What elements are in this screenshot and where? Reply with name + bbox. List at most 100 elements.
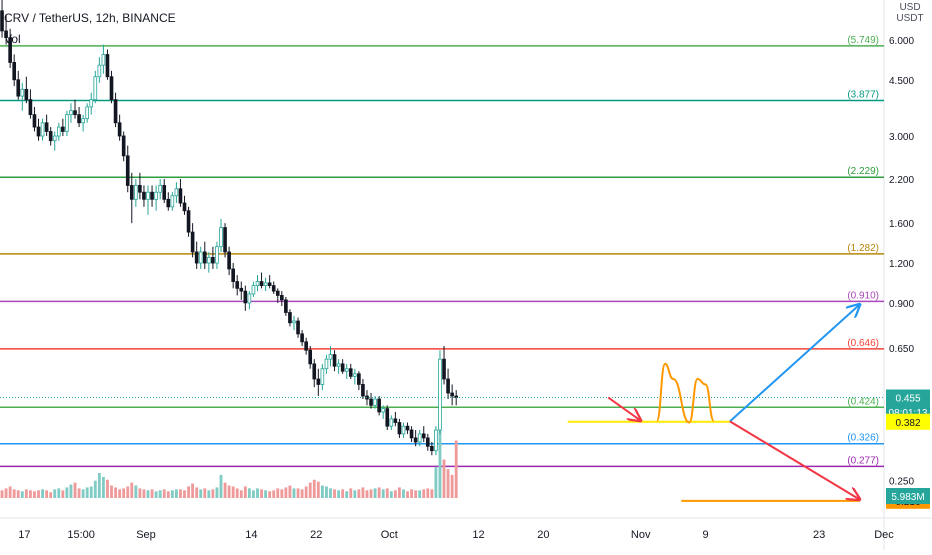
volume-badge: 5.983M — [886, 488, 930, 504]
volume-bar — [385, 488, 389, 498]
volume-bar — [174, 489, 178, 498]
volume-bar — [308, 482, 312, 498]
candle-body — [450, 392, 454, 397]
candle-body — [8, 37, 12, 63]
volume-bar — [296, 488, 300, 498]
x-tick-label: Sep — [136, 529, 156, 541]
volume-bar — [264, 490, 268, 498]
candle-body — [401, 425, 406, 435]
volume-bar — [434, 467, 438, 498]
candle-body — [352, 373, 357, 377]
volume-bar — [154, 491, 158, 498]
candle-body — [40, 122, 45, 137]
volume-bar — [414, 490, 418, 498]
candle-body — [296, 320, 300, 335]
volume-bar — [454, 440, 458, 498]
candle-body — [385, 408, 390, 427]
volume-bar — [97, 473, 101, 498]
candle-body — [20, 88, 25, 97]
candle-body — [81, 118, 85, 124]
x-tick-label: 14 — [245, 529, 257, 541]
candle-body — [166, 198, 171, 208]
volume-bar — [389, 491, 393, 498]
candle-body — [235, 281, 240, 289]
volume-bar — [410, 489, 414, 498]
candle-body — [324, 358, 329, 370]
volume-bar — [183, 490, 186, 498]
x-tick-label: 15:00 — [67, 529, 95, 541]
candle-body — [442, 358, 446, 380]
volume-bar — [442, 459, 446, 498]
price-badge: 0.455 — [886, 389, 930, 406]
y-tick-label: 0.650 — [889, 344, 914, 355]
candle-body — [304, 341, 308, 351]
volume-bar — [247, 488, 251, 498]
candle-body — [113, 99, 118, 124]
y-tick-label: 4.500 — [889, 76, 914, 87]
fib-level-label: (0.326) — [847, 433, 879, 444]
candle-body — [405, 425, 410, 431]
candle-body — [393, 418, 398, 423]
candle-body — [65, 114, 69, 132]
volume-bar — [381, 489, 385, 498]
candle-body — [397, 422, 402, 435]
candle-body — [61, 126, 65, 132]
volume-bar — [365, 490, 369, 498]
volume-badge-bg — [886, 488, 930, 504]
candle-body — [336, 363, 341, 367]
volume-bar — [110, 485, 113, 498]
volume-bar — [329, 488, 332, 498]
volume-bar — [207, 490, 211, 498]
volume-bar — [450, 474, 454, 498]
volume-bar — [260, 489, 263, 498]
volume-bar — [353, 490, 357, 498]
candle-body — [231, 268, 235, 282]
volume-bar — [300, 489, 304, 498]
volume-bar — [162, 489, 166, 498]
candle-body — [316, 378, 321, 385]
price-badge: 0.382 — [886, 413, 930, 430]
candle-body — [243, 290, 248, 304]
candle-body — [12, 62, 17, 81]
candle-body — [430, 445, 434, 452]
volume-bar — [243, 486, 247, 498]
symbol-legend: CRV / TetherUS, 12h, BINANCE — [4, 11, 176, 25]
fib-level-label: (0.646) — [847, 338, 879, 349]
candle-body — [16, 79, 21, 97]
projected-wave — [655, 362, 715, 424]
candle-body — [89, 99, 94, 108]
candle-body — [170, 195, 175, 208]
y-tick-label: 1.600 — [889, 219, 914, 230]
candle-body — [146, 191, 150, 200]
candle-body — [332, 354, 337, 367]
volume-bar — [369, 489, 373, 498]
candle-body — [202, 251, 207, 264]
candle-body — [271, 285, 276, 292]
volume-bar — [341, 489, 345, 498]
volume-bar — [195, 487, 199, 498]
volume-bar — [33, 491, 36, 498]
volume-bar — [130, 482, 134, 498]
price-badge-bg — [886, 413, 930, 430]
y-tick-label: 6.000 — [889, 36, 914, 47]
candle-body — [280, 295, 284, 301]
volume-bar — [0, 490, 4, 498]
volume-bar — [227, 485, 231, 498]
candle-body — [194, 251, 199, 264]
candle-body — [44, 122, 49, 132]
currency-label: USD USDT — [893, 2, 927, 24]
volume-bar — [69, 484, 73, 498]
volume-bar — [272, 490, 276, 498]
candle-body — [223, 227, 227, 253]
volume-bar — [312, 479, 316, 498]
candle-body — [36, 126, 41, 137]
volume-bar — [122, 488, 126, 498]
volume-bar — [325, 486, 328, 498]
candle-body — [348, 368, 353, 377]
candle-body — [381, 408, 386, 413]
candle-body — [255, 281, 260, 286]
candle-body — [227, 251, 231, 270]
volume-bar — [118, 489, 122, 498]
